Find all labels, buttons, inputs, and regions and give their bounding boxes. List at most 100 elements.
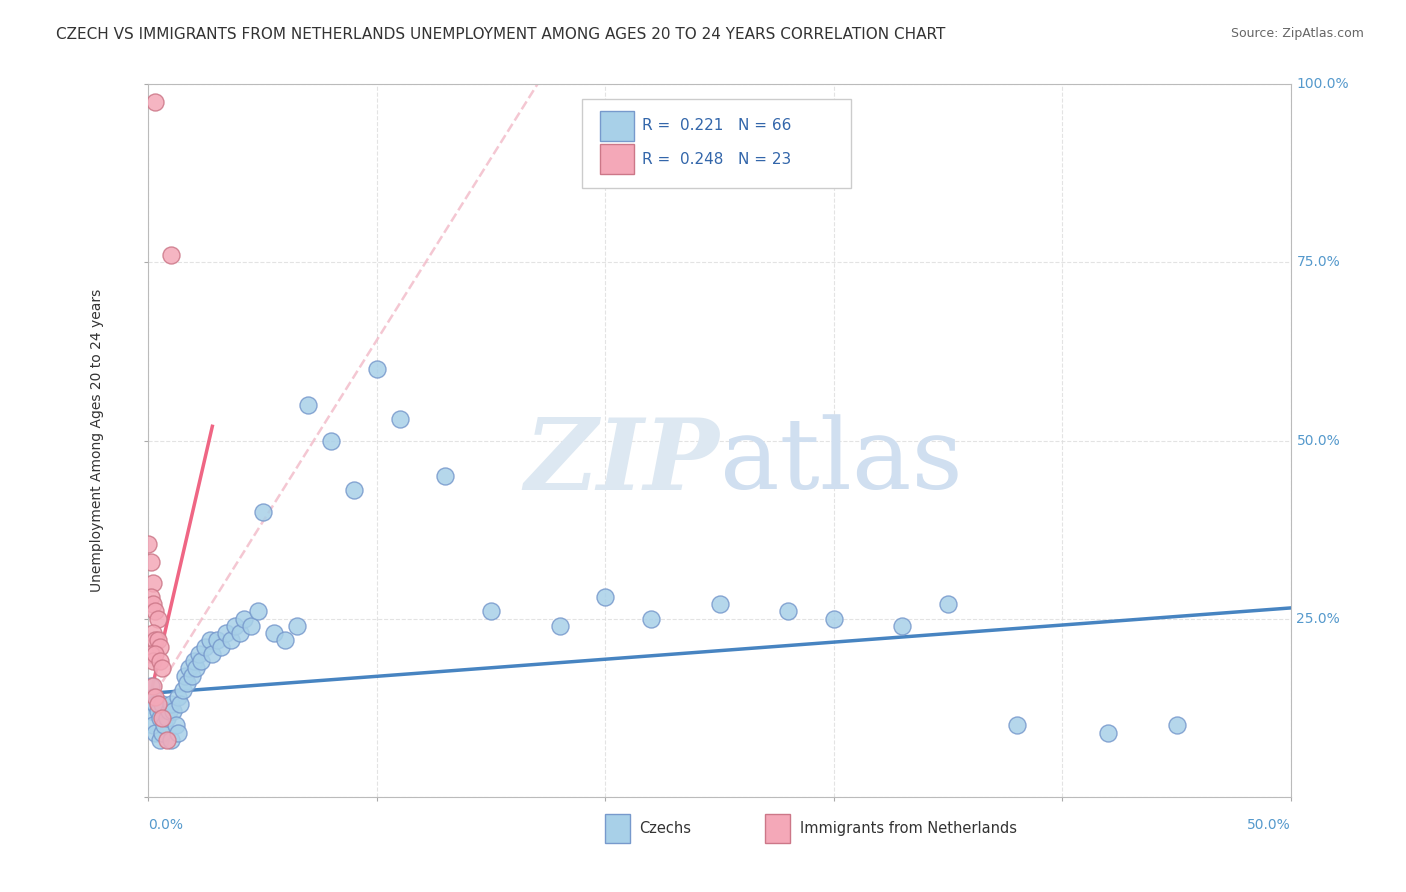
Text: CZECH VS IMMIGRANTS FROM NETHERLANDS UNEMPLOYMENT AMONG AGES 20 TO 24 YEARS CORR: CZECH VS IMMIGRANTS FROM NETHERLANDS UNE…: [56, 27, 946, 42]
Point: [823, 612, 845, 626]
Point: [198, 632, 221, 647]
Point: [150, 661, 173, 675]
Point: [150, 697, 173, 711]
Point: [139, 679, 162, 693]
Point: [187, 647, 209, 661]
Point: [142, 576, 165, 591]
Point: [162, 704, 184, 718]
Point: [150, 711, 173, 725]
Point: [167, 725, 190, 739]
Point: [143, 647, 166, 661]
Point: [139, 591, 162, 605]
Point: [153, 718, 176, 732]
Text: Immigrants from Netherlands: Immigrants from Netherlands: [800, 822, 1017, 836]
Point: [233, 612, 256, 626]
Point: [142, 598, 165, 612]
Point: [167, 690, 190, 704]
Point: [149, 654, 172, 668]
Point: [263, 625, 285, 640]
Point: [176, 675, 198, 690]
Point: [142, 690, 165, 704]
Text: 50.0%: 50.0%: [1296, 434, 1340, 448]
Point: [143, 95, 166, 110]
Point: [138, 537, 160, 551]
Text: R =  0.221   N = 66: R = 0.221 N = 66: [643, 119, 792, 133]
Point: [150, 725, 173, 739]
Point: [343, 483, 366, 498]
Point: [190, 654, 212, 668]
Point: [183, 654, 205, 668]
Point: [180, 668, 202, 682]
Point: [149, 640, 172, 654]
Point: [595, 591, 617, 605]
Point: [142, 625, 165, 640]
Point: [709, 598, 731, 612]
Point: [479, 605, 502, 619]
Bar: [606, 814, 630, 843]
Point: [143, 605, 166, 619]
Text: atlas: atlas: [720, 414, 962, 510]
Point: [434, 469, 457, 483]
Text: 100.0%: 100.0%: [1296, 78, 1350, 92]
Point: [201, 647, 224, 661]
Text: R =  0.248   N = 23: R = 0.248 N = 23: [643, 152, 792, 167]
Point: [640, 612, 662, 626]
Point: [142, 718, 165, 732]
Point: [143, 697, 166, 711]
Point: [142, 654, 165, 668]
Point: [891, 619, 914, 633]
Point: [778, 605, 800, 619]
Point: [252, 505, 274, 519]
Point: [160, 732, 183, 747]
Point: [146, 632, 169, 647]
Bar: [765, 814, 790, 843]
Point: [274, 632, 297, 647]
Point: [165, 718, 187, 732]
Point: [172, 682, 194, 697]
Point: [229, 625, 252, 640]
Point: [215, 625, 238, 640]
Point: [1005, 718, 1028, 732]
Point: [388, 412, 411, 426]
Point: [160, 248, 183, 262]
Point: [179, 661, 201, 675]
Point: [169, 697, 191, 711]
Point: [143, 725, 166, 739]
Point: [149, 732, 172, 747]
Point: [247, 605, 270, 619]
Point: [211, 640, 233, 654]
Text: Czechs: Czechs: [640, 822, 692, 836]
Point: [240, 619, 263, 633]
Bar: [599, 111, 634, 141]
Point: [146, 612, 169, 626]
Text: 25.0%: 25.0%: [1296, 612, 1340, 625]
Point: [205, 632, 228, 647]
Point: [321, 434, 343, 448]
Text: 50.0%: 50.0%: [1247, 818, 1291, 832]
Text: Unemployment Among Ages 20 to 24 years: Unemployment Among Ages 20 to 24 years: [90, 289, 104, 592]
Point: [366, 362, 388, 376]
Point: [194, 640, 217, 654]
FancyBboxPatch shape: [582, 99, 851, 187]
Point: [160, 697, 183, 711]
Point: [219, 632, 242, 647]
Point: [143, 690, 166, 704]
Point: [186, 661, 208, 675]
Point: [139, 555, 162, 569]
Point: [548, 619, 571, 633]
Text: Source: ZipAtlas.com: Source: ZipAtlas.com: [1230, 27, 1364, 40]
Point: [146, 704, 169, 718]
Point: [285, 619, 308, 633]
Point: [143, 632, 166, 647]
Point: [149, 711, 172, 725]
Text: ZIP: ZIP: [524, 414, 720, 510]
Point: [174, 668, 197, 682]
Point: [1097, 725, 1119, 739]
Text: 75.0%: 75.0%: [1296, 255, 1340, 269]
Point: [139, 647, 162, 661]
Point: [224, 619, 246, 633]
Text: 0.0%: 0.0%: [149, 818, 183, 832]
Point: [157, 704, 180, 718]
Point: [297, 398, 319, 412]
Point: [156, 732, 179, 747]
